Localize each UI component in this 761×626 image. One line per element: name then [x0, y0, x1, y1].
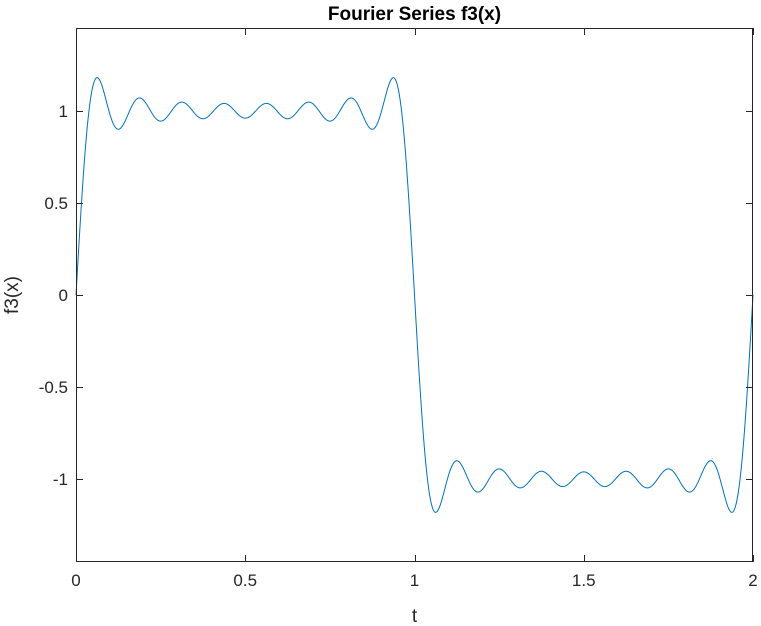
x-tick-label: 1.5: [572, 571, 596, 590]
chart-title: Fourier Series f3(x): [328, 4, 501, 25]
y-tick-label: 0.5: [44, 194, 68, 213]
y-tick-label: -1: [53, 470, 68, 489]
x-axis-label: t: [412, 606, 418, 626]
y-tick-label: 1: [59, 102, 68, 121]
series-line-1: [75, 77, 754, 513]
x-tick-label: 1: [410, 571, 419, 590]
x-tick-label: 2: [748, 571, 757, 590]
y-axis-label: f3(x): [2, 276, 23, 314]
ticks-layer: 0 0.5 1 1.5 2 -1 -0.5 0 0.5 1: [39, 28, 758, 590]
x-tick-label: 0: [71, 571, 80, 590]
x-tick-label: 0.5: [233, 571, 257, 590]
y-tick-label: 0: [59, 286, 68, 305]
series-layer: [75, 77, 754, 513]
y-tick-label: -0.5: [39, 378, 68, 397]
